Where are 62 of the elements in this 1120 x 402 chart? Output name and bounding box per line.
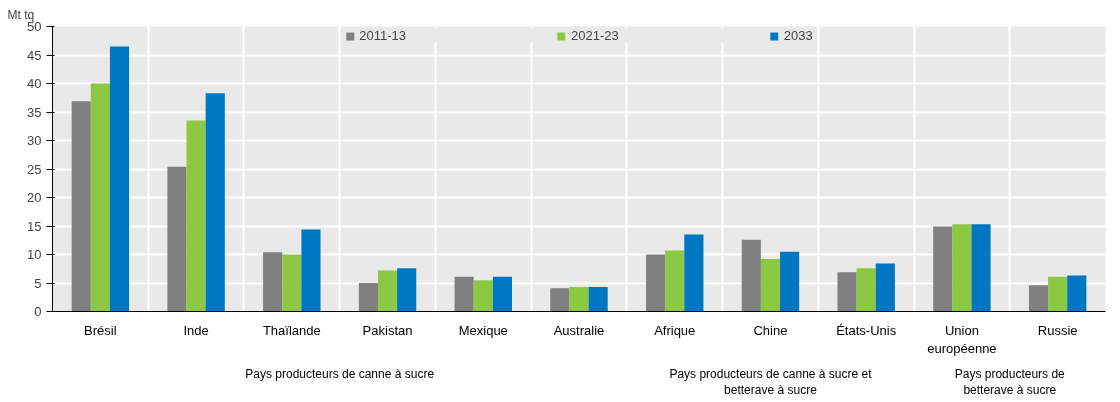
text: Pays producteurs de betterave à sucre [954, 366, 1066, 398]
y-tick-label: 30 [27, 133, 42, 148]
bar [301, 229, 321, 312]
bar [473, 280, 493, 312]
y-axis-title: Mt tq [7, 7, 35, 22]
bar [952, 224, 972, 312]
bar [282, 254, 302, 312]
bar [358, 283, 378, 312]
bar [1048, 276, 1068, 312]
bar [397, 268, 417, 312]
y-tick-label: 50 [27, 19, 42, 34]
bar [875, 263, 895, 312]
bar [971, 224, 991, 312]
x-tick-label: États-Unis [836, 322, 897, 338]
x-tick-label: Russie [1037, 322, 1078, 338]
bar [646, 254, 666, 312]
bar [856, 268, 876, 312]
y-tick-label: 20 [27, 190, 42, 205]
bar [588, 286, 608, 312]
bar [569, 286, 589, 312]
x-tick-label: Thaïlande [262, 322, 321, 338]
y-tick-label: 10 [27, 247, 42, 262]
x-tick-label: Australie [553, 322, 605, 338]
text: Pays producteurs de canne à sucre et betterave à sucre [669, 366, 873, 398]
bar [1067, 275, 1087, 312]
bar [665, 250, 685, 312]
y-tick-label: 15 [27, 218, 42, 234]
bar [109, 46, 130, 312]
y-tick-label: 5 [34, 275, 42, 291]
x-tick-label: Brésil [84, 322, 117, 338]
y-tick-label: 40 [27, 76, 42, 91]
x-tick-label: Pakistan [362, 322, 413, 338]
bar [1028, 285, 1049, 312]
bar [684, 234, 704, 312]
bar [741, 239, 761, 312]
bar [837, 272, 857, 312]
bar [377, 270, 398, 312]
bar [90, 83, 110, 312]
bar [550, 288, 570, 312]
bar [454, 276, 474, 312]
legend-label: 2033 [783, 28, 813, 43]
bar [760, 259, 781, 312]
bar [167, 166, 187, 312]
text: Pays producteurs de canne à sucre [245, 366, 435, 381]
y-tick-label: 35 [27, 104, 42, 120]
x-tick-label: Afrique [654, 322, 696, 338]
bar [71, 101, 91, 312]
x-tick-label: Chine [753, 322, 788, 338]
legend-label: 2011-13 [359, 28, 407, 43]
y-tick-label: 25 [27, 161, 42, 177]
x-tick-label: Inde [183, 322, 209, 338]
legend-label: 2021-23 [571, 28, 619, 43]
bar [186, 120, 206, 312]
x-tick-label: Mexique [458, 322, 508, 338]
y-tick-label: 0 [34, 304, 42, 319]
bar [205, 93, 225, 312]
bar [263, 252, 283, 312]
bar [933, 226, 953, 312]
bar [780, 251, 800, 312]
x-tick-label: Union européenne [927, 322, 997, 356]
bar [492, 276, 512, 312]
y-tick-label: 45 [27, 47, 42, 63]
